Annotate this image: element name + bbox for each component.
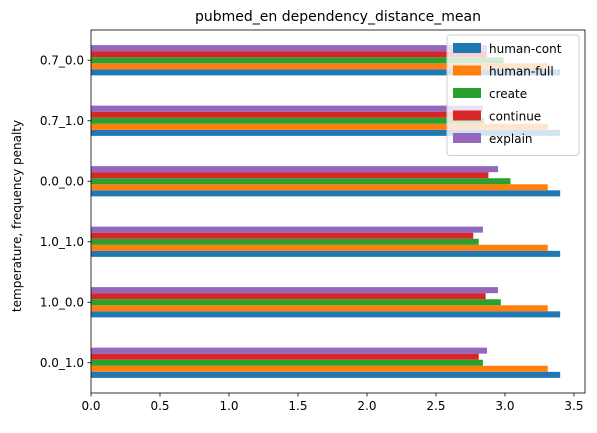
bar-human-cont-0.0_1.0 <box>91 371 561 378</box>
legend-swatch-explain <box>453 133 481 143</box>
y-tick-label: 1.0_1.0 <box>40 235 84 249</box>
bar-create-1.0_1.0 <box>91 238 479 245</box>
legend-swatch-create <box>453 88 481 98</box>
legend: human-cont human-full create continue explai… <box>446 34 580 156</box>
bar-human-cont-0.0_0.0 <box>91 190 561 197</box>
bar-explain-0.0_0.0 <box>91 166 499 173</box>
bar-human-full-1.0_1.0 <box>91 244 548 251</box>
bar-explain-1.0_1.0 <box>91 226 483 233</box>
legend-box <box>446 34 580 156</box>
x-tick-label: 1.5 <box>288 399 307 413</box>
bar-continue-0.0_1.0 <box>91 353 479 360</box>
bar-create-0.7_0.0 <box>91 57 504 64</box>
bar-explain-0.0_1.0 <box>91 347 488 354</box>
y-tick-label: 1.0_0.0 <box>40 295 84 309</box>
y-tick-label: 0.7_1.0 <box>40 114 84 128</box>
bar-human-cont-0.7_0.0 <box>91 69 561 76</box>
x-tick-label: 2.5 <box>426 399 445 413</box>
bar-continue-0.7_0.0 <box>91 51 488 58</box>
bar-human-cont-1.0_1.0 <box>91 250 561 257</box>
x-tick-label: 3.5 <box>564 399 583 413</box>
legend-label: create <box>489 87 527 101</box>
y-axis-label: temperature, frequency penalty <box>10 120 24 312</box>
bar-human-full-0.7_1.0 <box>91 123 548 130</box>
x-tick-label: 2.0 <box>357 399 376 413</box>
bar-create-1.0_0.0 <box>91 299 501 306</box>
bar-human-full-0.0_0.0 <box>91 184 548 191</box>
y-tick-label: 0.7_0.0 <box>40 53 84 67</box>
legend-label: continue <box>489 110 541 124</box>
x-tick-label: 1.0 <box>219 399 238 413</box>
legend-swatch-continue <box>453 110 481 121</box>
bar-continue-1.0_0.0 <box>91 293 486 300</box>
bar-create-0.7_1.0 <box>91 117 485 124</box>
bar-continue-0.7_1.0 <box>91 111 468 118</box>
x-tick-label: 0.0 <box>81 399 100 413</box>
bars-group <box>91 45 561 378</box>
bar-explain-0.7_1.0 <box>91 105 483 112</box>
y-tick-label: 0.0_1.0 <box>40 356 84 370</box>
legend-swatch-human-full <box>453 65 481 76</box>
bar-human-cont-0.7_1.0 <box>91 129 561 136</box>
bar-human-full-0.7_0.0 <box>91 63 548 70</box>
plot-frame <box>90 29 586 394</box>
bar-human-full-0.0_1.0 <box>91 365 548 372</box>
bar-continue-0.0_0.0 <box>91 172 489 179</box>
bar-explain-1.0_0.0 <box>91 287 499 294</box>
legend-label: human-cont <box>489 42 562 56</box>
x-tick-label: 0.5 <box>150 399 169 413</box>
y-tick-label: 0.0_0.0 <box>40 174 84 188</box>
axes-group: 0.0 0.5 1.0 1.5 2.0 2.5 3.0 3.5 0.0_1.0 1.0_0.0 1.… <box>40 29 586 413</box>
legend-label: explain <box>489 132 533 146</box>
legend-swatch-human-cont <box>453 43 481 53</box>
bar-continue-1.0_1.0 <box>91 232 474 239</box>
bar-create-0.0_1.0 <box>91 359 483 366</box>
bar-explain-0.7_0.0 <box>91 45 488 52</box>
bar-human-cont-1.0_0.0 <box>91 311 561 318</box>
bar-create-0.0_0.0 <box>91 178 511 185</box>
chart-title: pubmed_en dependency_distance_mean <box>195 9 481 25</box>
x-tick-label: 3.0 <box>495 399 514 413</box>
legend-label: human-full <box>489 65 554 79</box>
bar-human-full-1.0_0.0 <box>91 305 548 312</box>
